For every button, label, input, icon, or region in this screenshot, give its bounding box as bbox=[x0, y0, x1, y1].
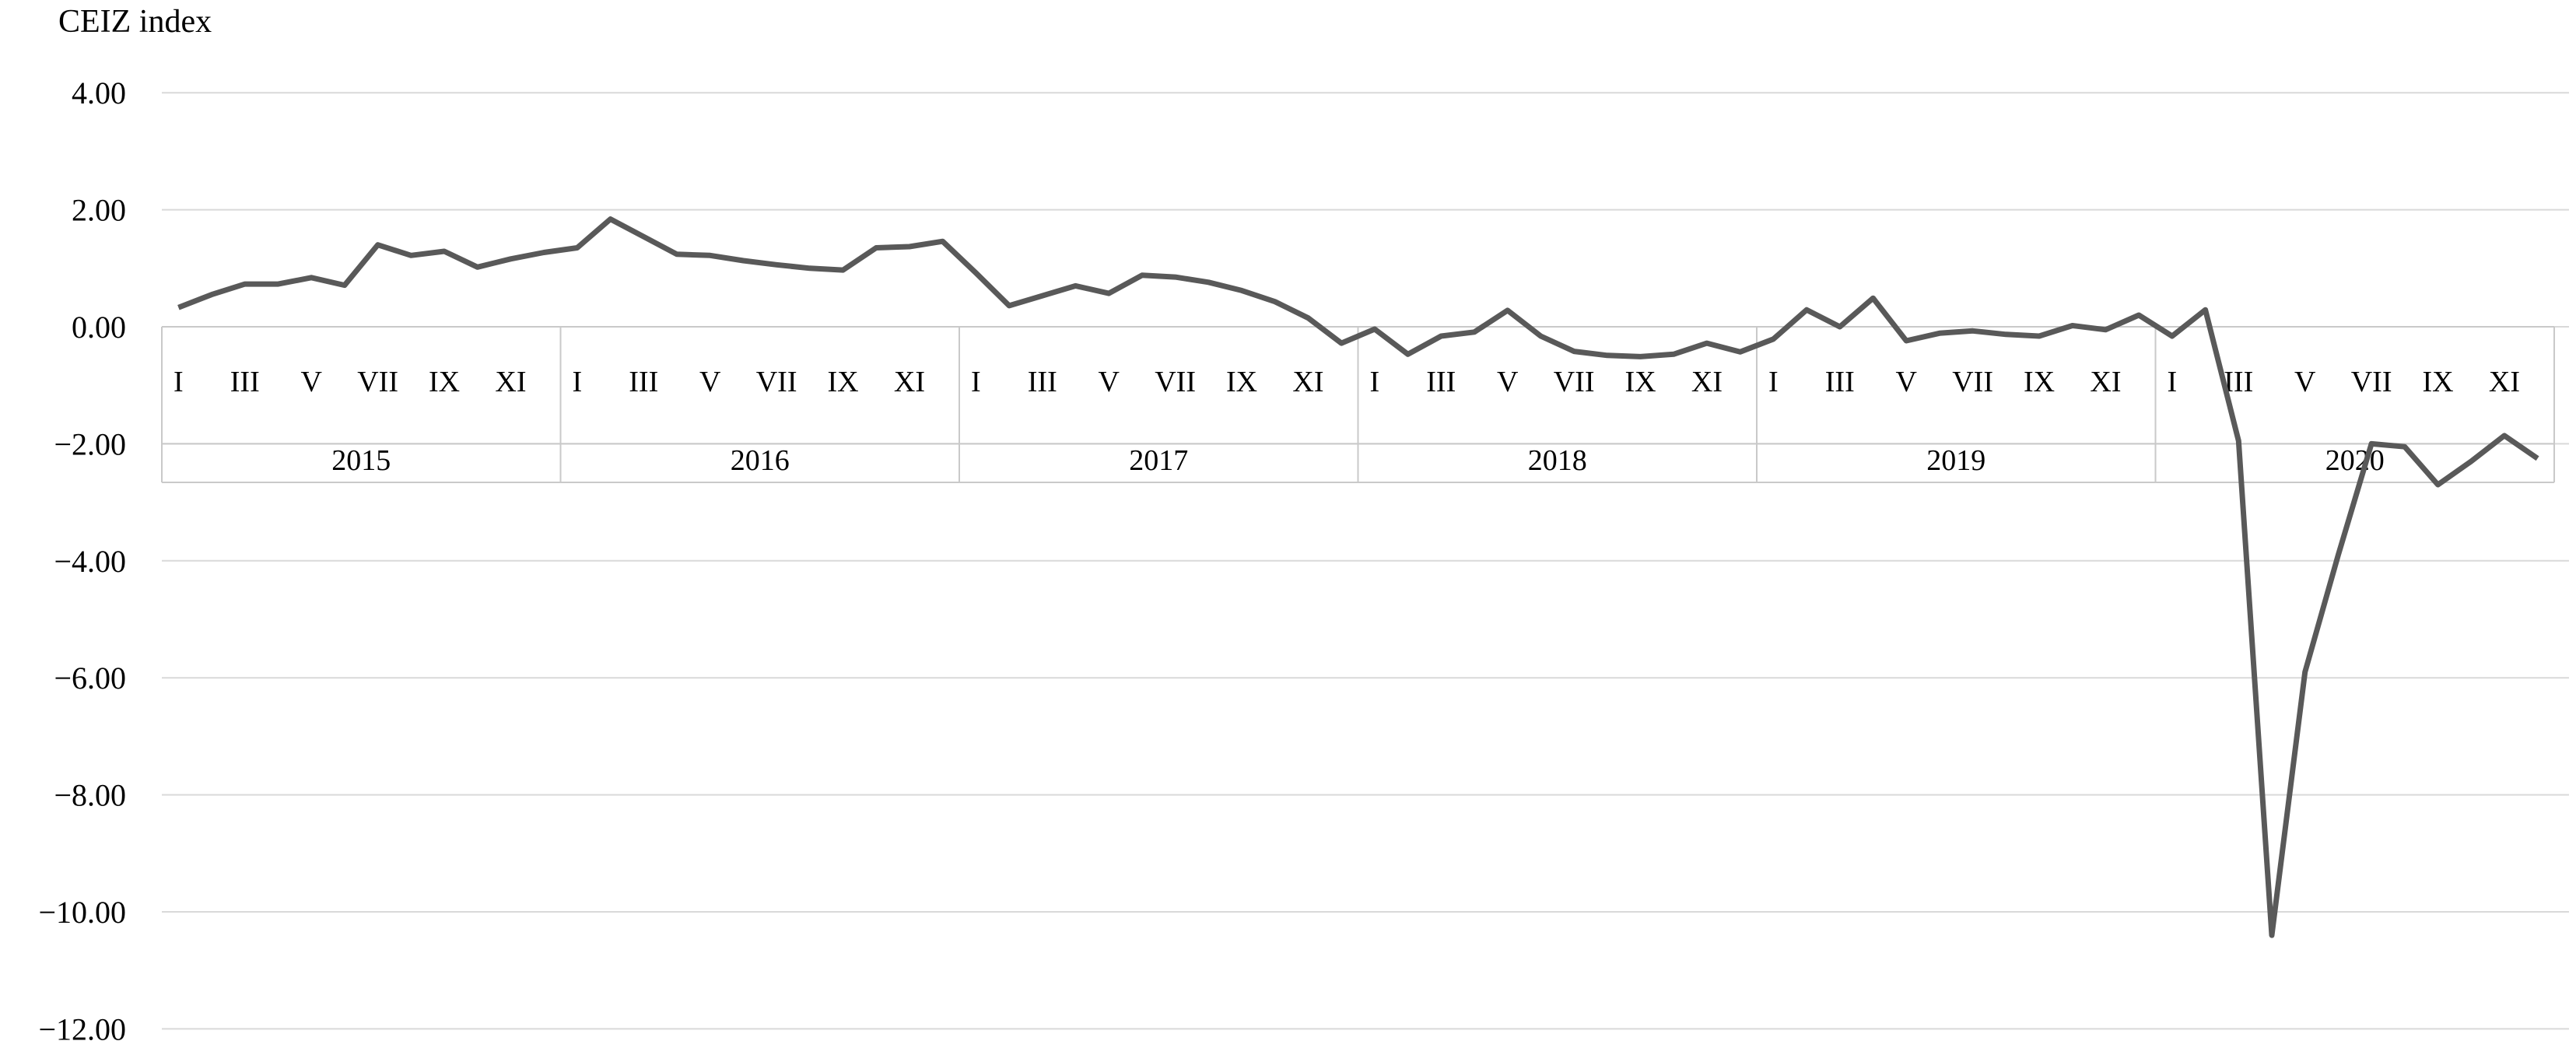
month-tick-label: VII bbox=[1952, 366, 1993, 398]
year-label: 2018 bbox=[1528, 444, 1587, 477]
y-tick-label: −4.00 bbox=[54, 544, 126, 579]
y-tick-label: 0.00 bbox=[72, 310, 126, 345]
month-tick-label: XI bbox=[1292, 366, 1323, 398]
month-tick-label: XI bbox=[1691, 366, 1723, 398]
month-tick-label: IX bbox=[1226, 366, 1257, 398]
y-tick-label: −6.00 bbox=[54, 661, 126, 696]
y-tick-label: 4.00 bbox=[72, 75, 126, 110]
y-tick-label: −8.00 bbox=[54, 778, 126, 813]
y-tick-label: −10.00 bbox=[38, 895, 126, 930]
month-tick-label: VII bbox=[2351, 366, 2392, 398]
month-tick-label: VII bbox=[1554, 366, 1595, 398]
month-tick-label: V bbox=[2294, 366, 2316, 398]
year-label: 2016 bbox=[731, 444, 790, 477]
gridlines bbox=[162, 92, 2569, 1030]
ceiz-series-line bbox=[177, 216, 2539, 938]
month-tick-label: VII bbox=[1155, 366, 1196, 398]
month-tick-label: III bbox=[1426, 366, 1456, 398]
month-tick-labels: I III V VII IX XI I III V VII IX XI I III V VII IX XI I III… bbox=[173, 366, 2520, 398]
month-tick-label: V bbox=[300, 366, 322, 398]
year-label: 2015 bbox=[331, 444, 391, 477]
month-tick-label: I bbox=[173, 366, 184, 398]
month-tick-label: III bbox=[230, 366, 260, 398]
month-tick-label: XI bbox=[2090, 366, 2121, 398]
y-tick-label: −12.00 bbox=[38, 1011, 126, 1046]
month-tick-label: XI bbox=[894, 366, 925, 398]
x-axis-category-table bbox=[161, 326, 2555, 483]
month-tick-label: IX bbox=[2422, 366, 2453, 398]
month-tick-label: III bbox=[1825, 366, 1855, 398]
month-tick-label: I bbox=[1370, 366, 1380, 398]
month-tick-label: VII bbox=[357, 366, 398, 398]
y-axis-tick-labels: 4.00 2.00 0.00 −2.00 −4.00 −6.00 −8.00 −10.00 −1… bbox=[38, 75, 126, 1046]
year-label: 2017 bbox=[1129, 444, 1188, 477]
month-tick-label: III bbox=[629, 366, 658, 398]
month-tick-label: I bbox=[1768, 366, 1779, 398]
month-tick-label: I bbox=[2168, 366, 2178, 398]
month-tick-label: IX bbox=[2024, 366, 2055, 398]
month-tick-label: III bbox=[1028, 366, 1057, 398]
month-tick-label: XI bbox=[495, 366, 526, 398]
month-tick-label: V bbox=[1497, 366, 1519, 398]
y-tick-label: 2.00 bbox=[72, 193, 126, 228]
month-tick-label: V bbox=[1895, 366, 1917, 398]
year-label: 2019 bbox=[1926, 444, 1985, 477]
month-tick-label: IX bbox=[429, 366, 460, 398]
month-tick-label: I bbox=[573, 366, 583, 398]
month-tick-label: IX bbox=[1624, 366, 1656, 398]
year-label: 2020 bbox=[2325, 444, 2385, 477]
month-tick-label: V bbox=[1098, 366, 1120, 398]
month-tick-label: IX bbox=[827, 366, 858, 398]
month-tick-label: XI bbox=[2489, 366, 2520, 398]
chart-title: CEIZ index bbox=[58, 4, 212, 40]
year-labels: 2015 2016 2017 2018 2019 2020 bbox=[331, 444, 2385, 477]
y-tick-label: −2.00 bbox=[54, 426, 126, 461]
month-tick-label: V bbox=[699, 366, 721, 398]
month-tick-label: VII bbox=[756, 366, 797, 398]
month-tick-label: I bbox=[971, 366, 981, 398]
